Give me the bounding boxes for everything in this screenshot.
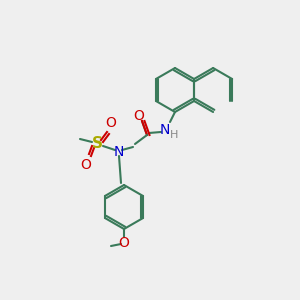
Text: N: N: [114, 145, 124, 159]
Text: O: O: [118, 236, 129, 250]
Text: O: O: [134, 109, 144, 123]
Text: O: O: [106, 116, 116, 130]
Text: N: N: [160, 123, 170, 137]
Text: O: O: [81, 158, 92, 172]
Text: H: H: [170, 130, 178, 140]
Text: S: S: [92, 136, 103, 152]
